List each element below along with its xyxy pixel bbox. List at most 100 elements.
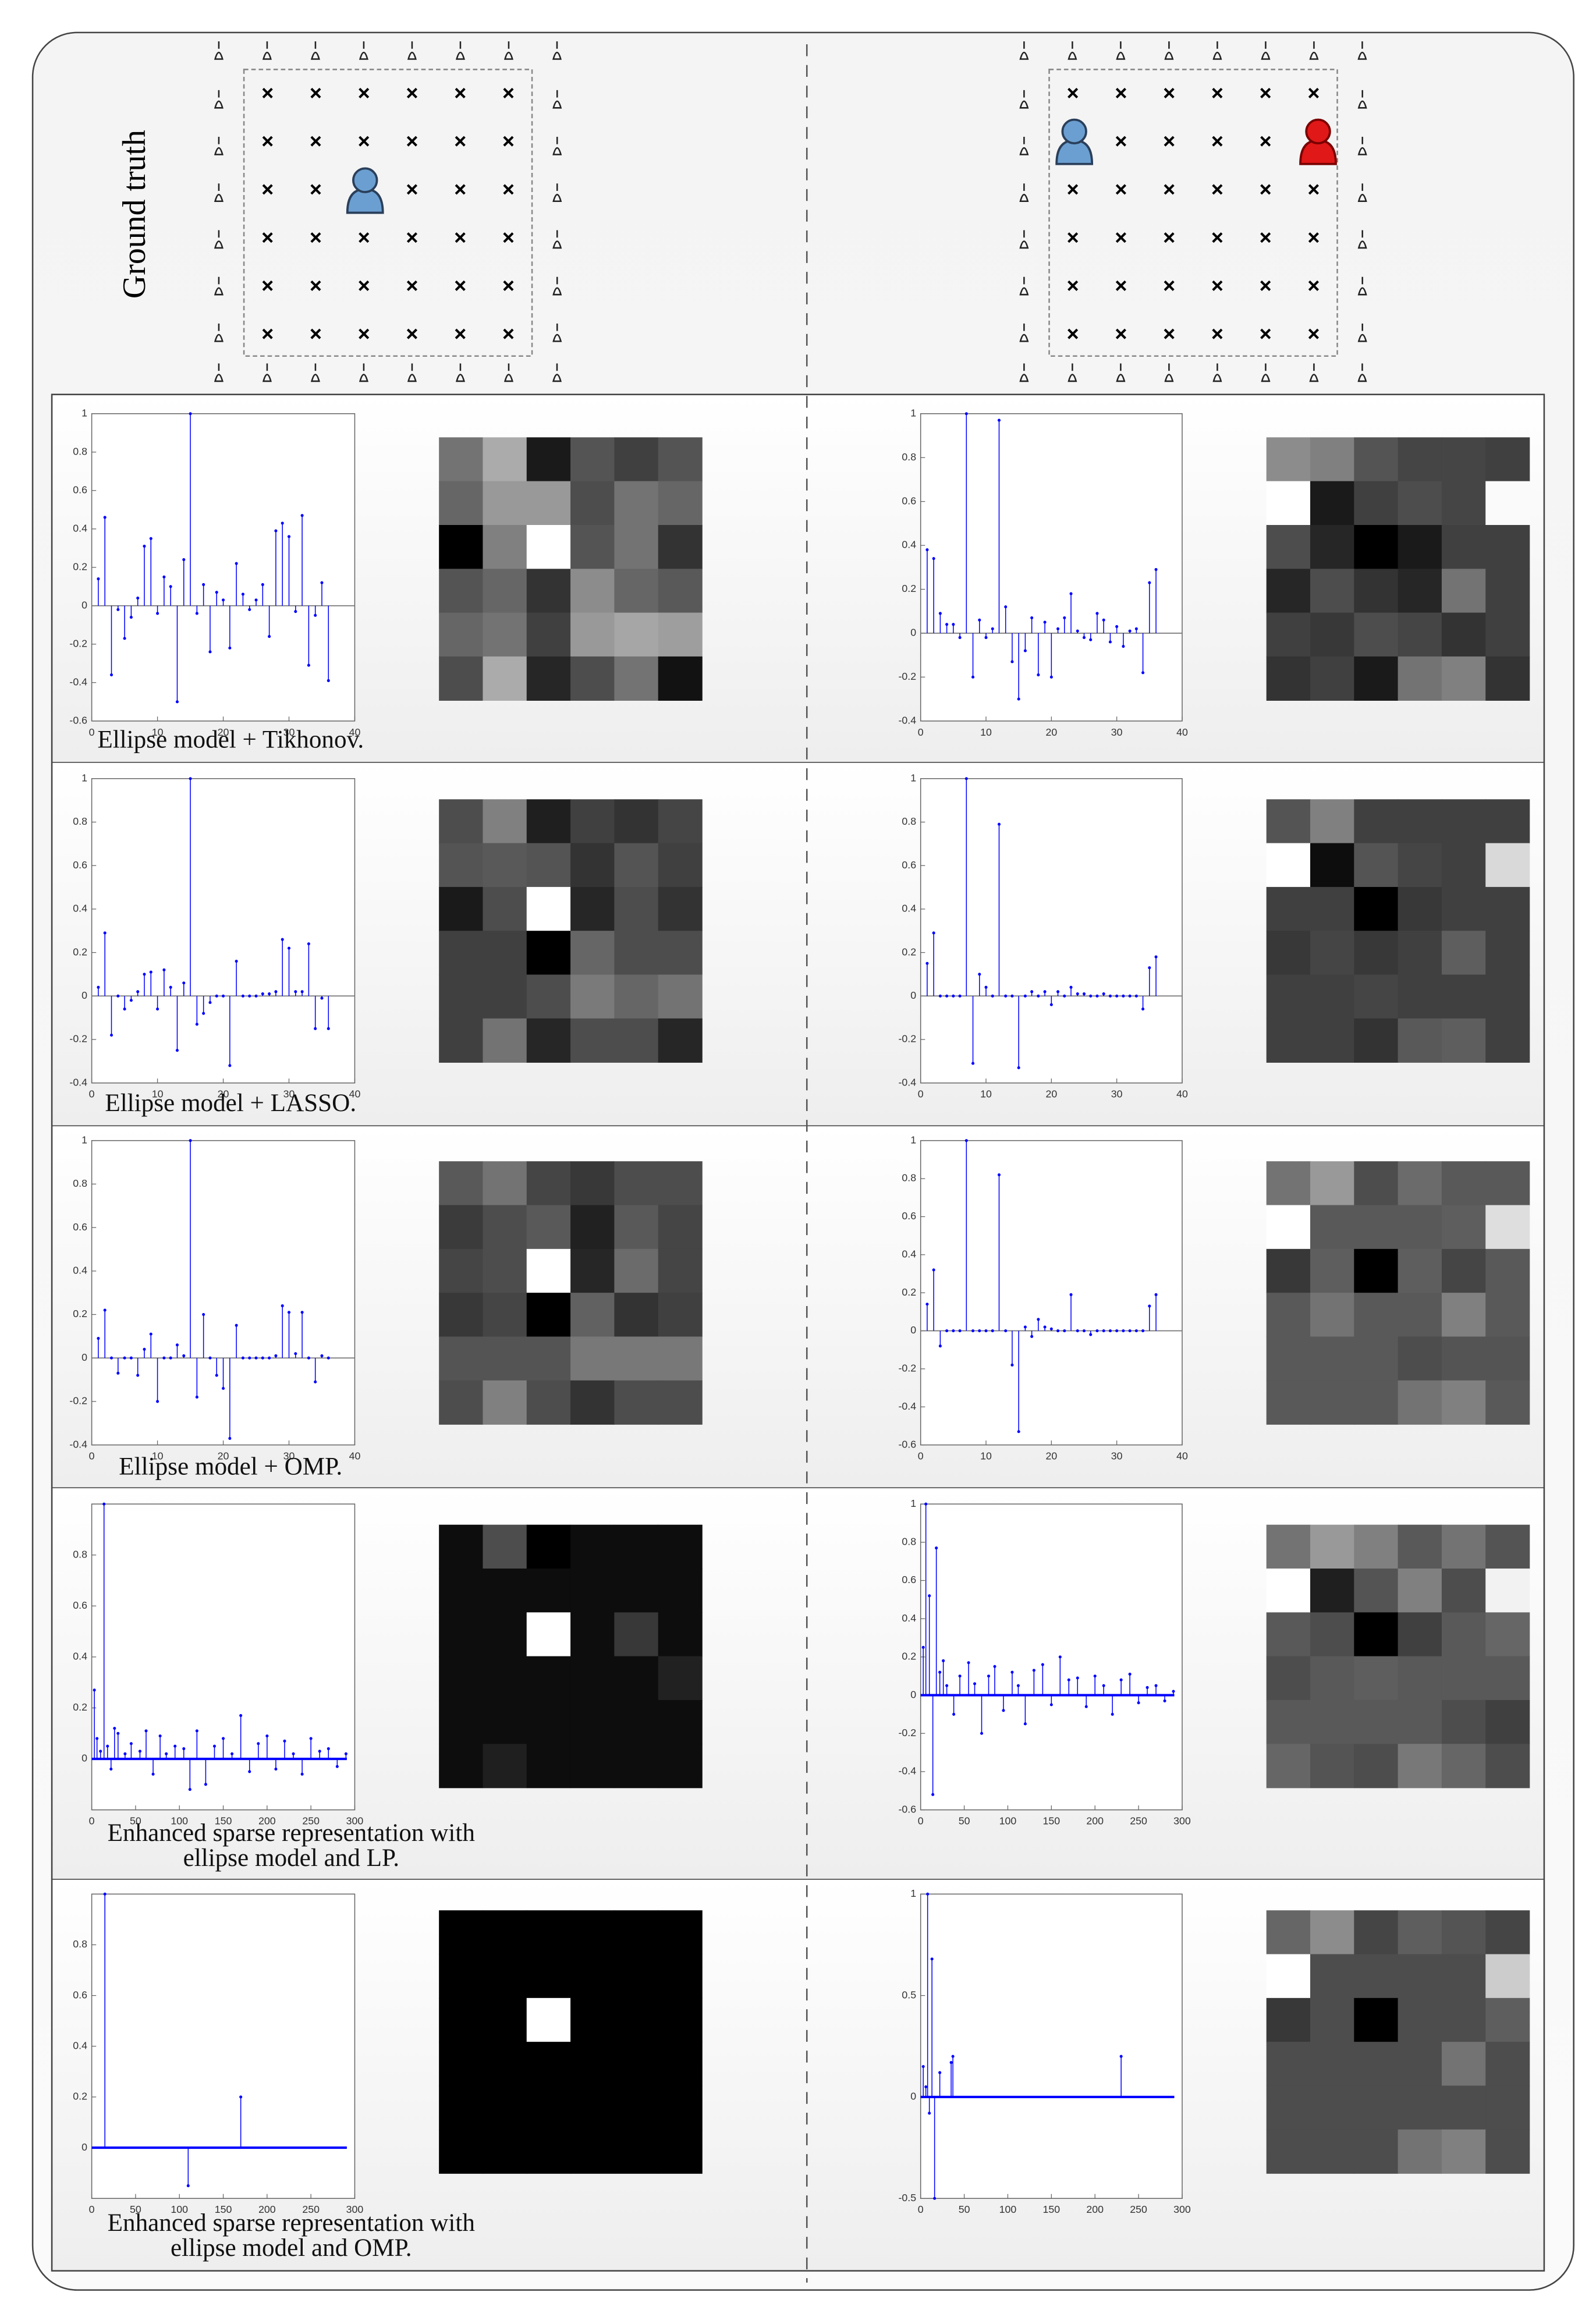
sensor bbox=[1019, 374, 1029, 382]
x-tick-label: 30 bbox=[1111, 1450, 1123, 1462]
y-tick-label: 1 bbox=[81, 1134, 87, 1145]
grid-point bbox=[1164, 184, 1175, 195]
stem-marker bbox=[978, 1329, 981, 1333]
x-tick-label: 50 bbox=[959, 2204, 970, 2215]
heatmap-cell bbox=[1441, 2085, 1486, 2130]
heatmap-cell bbox=[1441, 1656, 1486, 1701]
person-icon bbox=[1305, 118, 1331, 145]
stem-marker bbox=[997, 418, 1001, 422]
stem-marker bbox=[314, 1027, 317, 1030]
stem-marker bbox=[129, 1356, 133, 1360]
heatmap-cell bbox=[1266, 1744, 1311, 1789]
heatmap-cell bbox=[1441, 1569, 1486, 1613]
heatmap-cell bbox=[1354, 2085, 1399, 2130]
caption: Ellipse model + LASSO. bbox=[105, 1090, 356, 1117]
heatmap-cell bbox=[526, 1161, 571, 1206]
stem-marker bbox=[202, 583, 205, 587]
y-tick-label: 1 bbox=[910, 1498, 916, 1509]
area-boundary bbox=[1048, 69, 1338, 357]
x-tick-label: 200 bbox=[1086, 1815, 1104, 1827]
heatmap-cell bbox=[1398, 1205, 1442, 1250]
grid-point bbox=[1067, 328, 1079, 339]
stem-marker bbox=[103, 1308, 107, 1312]
heatmap-cell bbox=[614, 843, 659, 888]
stem-marker bbox=[136, 1374, 140, 1377]
stem-marker bbox=[314, 1380, 317, 1383]
stem-marker bbox=[928, 1594, 931, 1598]
heatmap-cell bbox=[1354, 1744, 1399, 1789]
person-icon bbox=[1061, 118, 1087, 145]
x-tick-label: 30 bbox=[1111, 1088, 1123, 1100]
grid-point bbox=[1067, 184, 1079, 195]
stem-marker bbox=[1084, 1705, 1088, 1708]
stem-marker bbox=[268, 992, 271, 996]
y-tick-label: 1 bbox=[81, 407, 87, 418]
heatmap-cell bbox=[1266, 1248, 1311, 1293]
sensor bbox=[552, 51, 562, 60]
heatmap-cell bbox=[1266, 886, 1311, 931]
stem-marker bbox=[281, 521, 284, 525]
stem-marker bbox=[307, 664, 310, 667]
stem-marker bbox=[129, 999, 133, 1002]
heatmap-cell bbox=[1266, 569, 1311, 613]
sensor bbox=[1067, 51, 1077, 60]
stem-marker bbox=[116, 994, 120, 998]
x-tick-label: 10 bbox=[152, 1450, 164, 1462]
sensor bbox=[310, 374, 320, 382]
heatmap-cell bbox=[1441, 1293, 1486, 1337]
stem-marker bbox=[208, 650, 212, 654]
heatmap-cell bbox=[1310, 1997, 1355, 2042]
stem-marker bbox=[241, 1356, 244, 1360]
x-tick-label: 40 bbox=[349, 726, 361, 738]
stem-marker bbox=[1041, 1663, 1044, 1666]
heatmap-cell bbox=[658, 1336, 703, 1381]
stem-marker bbox=[274, 1768, 278, 1771]
heatmap-cell bbox=[1310, 1293, 1355, 1337]
stem-marker bbox=[327, 1027, 330, 1030]
heatmap-cell bbox=[1398, 1656, 1442, 1701]
heatmap-cell bbox=[570, 2042, 615, 2087]
heatmap-cell bbox=[1310, 931, 1355, 975]
heatmap-cell bbox=[1398, 569, 1442, 613]
stem-marker bbox=[144, 1729, 148, 1733]
stem-marker bbox=[189, 777, 192, 780]
y-tick-label: 0.2 bbox=[902, 1286, 916, 1298]
stem-marker bbox=[964, 777, 968, 780]
stem-marker bbox=[294, 1352, 297, 1356]
stem-marker bbox=[123, 1752, 127, 1755]
stem-marker bbox=[93, 1688, 96, 1692]
stem-marker bbox=[116, 608, 120, 611]
grid-point bbox=[1164, 87, 1175, 98]
stem-marker bbox=[156, 1400, 159, 1403]
sensor bbox=[552, 194, 562, 203]
stem-marker bbox=[924, 1502, 928, 1506]
heatmap-cell bbox=[1398, 1293, 1442, 1337]
grid-point bbox=[1260, 87, 1271, 98]
stem-marker bbox=[1119, 1678, 1123, 1681]
stem-marker bbox=[1102, 992, 1105, 996]
stem-marker bbox=[964, 412, 968, 416]
heatmap-cell bbox=[1266, 1161, 1311, 1206]
heatmap-cell bbox=[570, 1205, 615, 1250]
x-tick-label: 0 bbox=[89, 1450, 95, 1462]
stem-marker bbox=[938, 1670, 942, 1674]
stem-marker bbox=[1115, 625, 1119, 629]
heatmap-cell bbox=[1310, 974, 1355, 1019]
stem-marker bbox=[928, 2112, 931, 2115]
stem-marker bbox=[1148, 581, 1151, 584]
heatmap-cell bbox=[1354, 437, 1399, 482]
y-tick-label: -0.2 bbox=[898, 670, 916, 682]
heatmap-cell bbox=[570, 2129, 615, 2174]
heatmap-cell bbox=[658, 1248, 703, 1293]
sensor bbox=[214, 194, 224, 203]
heatmap-cell bbox=[1398, 1954, 1442, 1999]
plot-area bbox=[920, 1140, 1183, 1446]
heatmap-cell bbox=[570, 1699, 615, 1744]
heatmap-cell bbox=[614, 1336, 659, 1381]
heatmap-cell bbox=[1354, 1569, 1399, 1613]
stem-marker bbox=[208, 1356, 212, 1360]
heatmap-cell bbox=[614, 1910, 659, 1955]
heatmap-cell bbox=[570, 1293, 615, 1337]
stem-marker bbox=[307, 1356, 310, 1360]
heatmap-cell bbox=[1398, 843, 1442, 888]
